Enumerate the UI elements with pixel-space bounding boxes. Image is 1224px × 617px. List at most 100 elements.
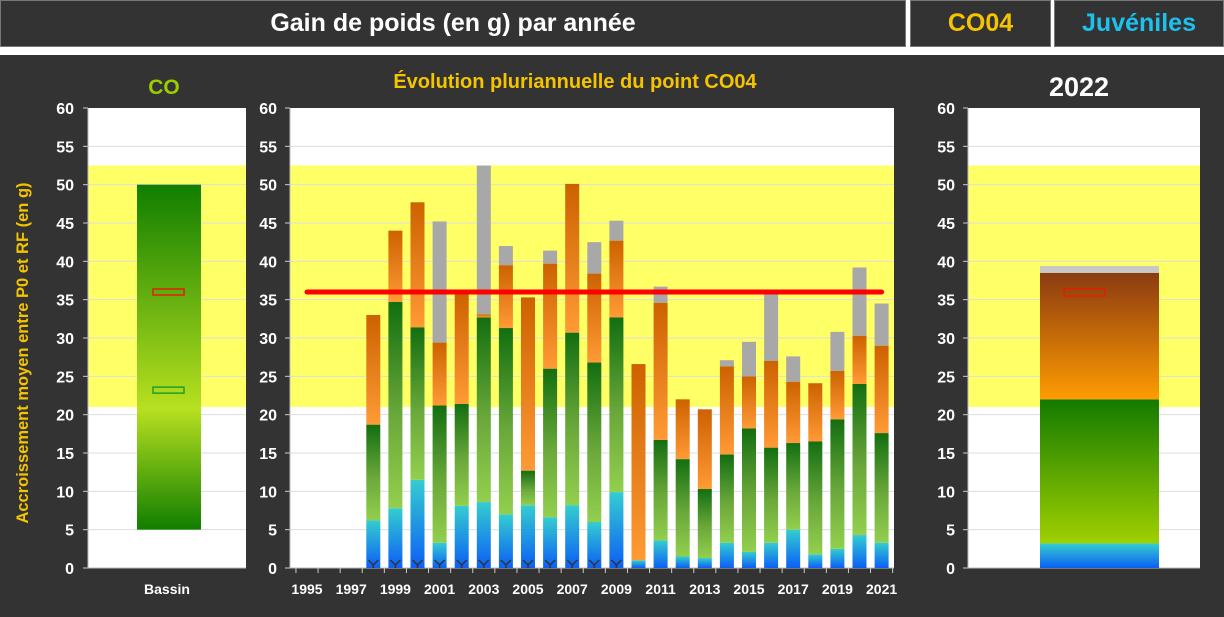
bar-2003-orange	[476, 314, 491, 318]
bar-2012-blue	[675, 556, 690, 568]
bar-2013-orange	[697, 409, 712, 490]
bar-2004-gray	[498, 246, 513, 266]
charts-svg: 0 5 10 15 20 25 30 35 40 45 50 55 60 CO Accroissement …	[14, 70, 1200, 597]
bar-2021-green	[874, 433, 889, 543]
bar-1998-blue	[366, 520, 381, 568]
bar-2015-blue	[742, 551, 756, 568]
bar-2015-green	[742, 428, 756, 552]
bar-2008-gray	[587, 242, 602, 274]
x-tick-label: 2007	[557, 581, 588, 597]
flag-marker-icon	[500, 559, 512, 568]
flag-marker-icon	[367, 559, 379, 568]
bar-2010-blue	[631, 560, 646, 568]
x-tick-label: 1997	[336, 581, 367, 597]
co-title: CO	[148, 76, 180, 99]
bar-2006-blue	[543, 517, 558, 568]
bar-2004-blue	[498, 514, 513, 568]
bar-2021-orange	[874, 345, 889, 434]
y-tick-label: 5	[65, 523, 74, 540]
bar-2020-orange	[852, 335, 867, 384]
bar-2014-gray	[719, 360, 734, 367]
bar-2011-gray	[653, 286, 668, 303]
bar-2020-green	[852, 384, 867, 536]
y-tick-label: 45	[937, 216, 955, 233]
y-tick-label: 45	[56, 216, 74, 233]
bar-2011-orange	[653, 302, 668, 440]
bar-2009-green	[609, 317, 624, 493]
bar-2017-orange	[786, 381, 801, 444]
bar-2019-blue	[830, 548, 845, 568]
bar-2017-blue	[786, 529, 801, 568]
y-tick-label: 30	[937, 331, 955, 348]
bar-2003-blue	[476, 502, 491, 568]
bar-2020-gray	[852, 267, 867, 336]
bar-1999-green	[388, 301, 403, 509]
x-tick-label: 2017	[778, 581, 809, 597]
y-tick-label: 50	[937, 178, 955, 195]
y-tick-label: 20	[937, 408, 955, 425]
point-code: CO04	[910, 0, 1051, 47]
flag-marker-icon	[478, 559, 490, 568]
y-tick-label: 40	[56, 254, 74, 271]
x-tick-label: 2013	[689, 581, 720, 597]
x-tick-label: 2005	[512, 581, 543, 597]
bar-2009-blue	[609, 492, 624, 568]
y-tick-label: 55	[56, 139, 74, 156]
bar-2022-orange	[1040, 272, 1159, 400]
bar-2021-blue	[874, 542, 889, 568]
basin-marker	[152, 386, 185, 394]
y-tick-label: 50	[56, 178, 74, 195]
x-tick-label: 2011	[645, 581, 676, 597]
y-tick-label: 35	[56, 293, 74, 310]
bar-2002-blue	[454, 505, 469, 568]
bar-2018-green	[808, 441, 823, 555]
bar-2018-orange	[808, 383, 823, 442]
bar-2011-green	[653, 439, 668, 541]
y-tick-label: 30	[56, 331, 74, 348]
bar-2005-orange	[521, 297, 535, 471]
y-tick-label: 0	[946, 561, 955, 578]
y-tick-label: 60	[259, 101, 277, 118]
bar-2004-orange	[498, 265, 513, 329]
bar-2021-gray	[874, 303, 889, 346]
bar-2000-orange	[410, 202, 425, 328]
y-tick-label: 15	[56, 446, 74, 463]
y-axis-label: Accroissement moyen entre P0 et RF (en g…	[14, 182, 32, 523]
bar-2020-blue	[852, 535, 867, 568]
bar-2001-gray	[432, 221, 447, 343]
y-tick-label: 10	[937, 484, 955, 501]
bar-2008-orange	[587, 273, 602, 363]
y-tick-label: 25	[259, 369, 277, 386]
bar-1999-orange	[388, 230, 403, 302]
bar-2016-orange	[764, 361, 779, 448]
co-range-bar	[137, 184, 201, 530]
bar-2016-gray	[764, 293, 779, 361]
x-tick-label: 1999	[380, 581, 411, 597]
y-tick-label: 40	[937, 254, 955, 271]
bar-2017-gray	[786, 356, 801, 382]
flag-marker-icon	[434, 559, 446, 568]
bar-1998-orange	[366, 315, 381, 425]
bar-2015-orange	[742, 376, 756, 429]
y-tick-label: 20	[56, 408, 74, 425]
flag-marker-icon	[456, 559, 468, 568]
bar-2013-blue	[697, 558, 712, 568]
bar-2010-orange	[631, 364, 646, 561]
bar-2015-gray	[742, 341, 756, 377]
y-tick-label: 35	[937, 293, 955, 310]
bar-2016-green	[764, 447, 779, 543]
y-tick-label: 10	[56, 484, 74, 501]
y-tick-label: 60	[56, 101, 74, 118]
flag-marker-icon	[588, 559, 600, 568]
bar-2005-green	[521, 470, 535, 506]
y-tick-label: 25	[56, 369, 74, 386]
x-tick-label: 2003	[468, 581, 499, 597]
bar-2001-orange	[432, 342, 447, 406]
x-tick-label: 2001	[424, 581, 455, 597]
bar-2019-orange	[830, 370, 845, 420]
y-tick-label: 0	[268, 561, 277, 578]
x-tick-label: 2015	[733, 581, 764, 597]
bar-2002-orange	[454, 293, 469, 404]
y-tick-label: 55	[937, 139, 955, 156]
x-tick-label: 1995	[291, 581, 322, 597]
